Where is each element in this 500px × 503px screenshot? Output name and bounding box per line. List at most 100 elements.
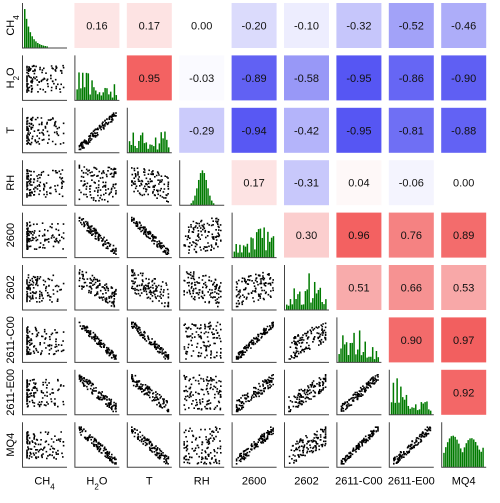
- corr-tile: [388, 3, 434, 48]
- hist-bar: [196, 188, 198, 206]
- hist-bar: [392, 382, 395, 415]
- hist-bar: [167, 147, 170, 153]
- hist-bar: [355, 354, 357, 363]
- scatter-points: [78, 164, 117, 203]
- corr-tile: [441, 369, 487, 415]
- axis-spine: [284, 317, 329, 363]
- axis-spine: [74, 212, 120, 259]
- hist-bar: [478, 449, 481, 468]
- scatter-8-5: [288, 426, 327, 464]
- scatter-8-3: [183, 426, 222, 465]
- hist-bar: [413, 407, 415, 415]
- scatter-6-5: [288, 322, 327, 360]
- x-axis-label: H2O: [86, 476, 107, 492]
- scatter-points: [183, 321, 222, 360]
- hist-bar: [480, 451, 482, 468]
- corr-value: -0.20: [242, 21, 267, 33]
- hist-bar: [37, 42, 39, 48]
- hist-bar: [323, 304, 325, 310]
- scatter-6-3: [183, 321, 222, 360]
- axis-spine: [22, 317, 67, 363]
- hist-bar: [476, 445, 479, 468]
- corr-tile: [179, 107, 225, 153]
- axis-spine: [336, 369, 382, 416]
- axis-spine: [74, 422, 120, 468]
- scatter-6-1: [78, 321, 117, 360]
- scatter-points: [26, 274, 65, 303]
- y-axis-label: 2602: [5, 275, 17, 299]
- scatter-5-1: [78, 269, 117, 308]
- hist-bar: [317, 289, 320, 310]
- hist-bar: [286, 304, 288, 310]
- hist-bar: [164, 131, 166, 153]
- scatter-points: [340, 374, 379, 412]
- axis-spine: [74, 317, 120, 363]
- hist-bar: [81, 72, 84, 101]
- hist-bar: [42, 45, 45, 48]
- hist-bar: [235, 244, 237, 258]
- corr-value: 0.00: [453, 178, 474, 190]
- corr-value: -0.94: [242, 125, 267, 137]
- hist-bar: [467, 440, 469, 468]
- corr-tile: [336, 3, 382, 48]
- hist-bar: [29, 32, 32, 48]
- corr-value: 0.16: [86, 21, 107, 33]
- axis-spine: [231, 369, 277, 416]
- corr-value: -0.03: [189, 73, 214, 85]
- axis-spine: [126, 317, 172, 363]
- hist-bar: [463, 447, 466, 468]
- hist-bar: [160, 132, 162, 153]
- corr-value: -0.88: [451, 125, 476, 137]
- scatter-points: [183, 217, 222, 254]
- axis-spine: [126, 422, 172, 468]
- hist-bar: [299, 291, 301, 310]
- scatter-points: [26, 221, 65, 250]
- corr-value: -0.46: [451, 21, 476, 33]
- axis-spine: [74, 107, 120, 154]
- hist-bar: [233, 251, 236, 258]
- corr-tile: [284, 107, 329, 153]
- corr-value: -0.81: [399, 125, 424, 137]
- corr-tile: [388, 212, 434, 258]
- scatter-7-6: [340, 374, 379, 412]
- hist-bar: [349, 343, 352, 363]
- histogram-3: [190, 170, 215, 206]
- axis-spine: [74, 55, 120, 101]
- corr-tile: [388, 317, 434, 363]
- hist-bar: [474, 441, 477, 468]
- hist-bar: [130, 144, 133, 153]
- hist-bar: [403, 399, 406, 415]
- hist-bar: [265, 250, 267, 258]
- scatter-3-1: [78, 164, 117, 203]
- axis-spine: [74, 160, 120, 206]
- axis-spine: [126, 212, 172, 259]
- hist-bar: [156, 149, 159, 153]
- scatter-7-4: [235, 374, 274, 413]
- hist-bar: [300, 304, 303, 310]
- hist-bar: [325, 299, 327, 310]
- corr-value: -0.10: [294, 21, 319, 33]
- hist-bar: [197, 179, 200, 206]
- corr-tile: [441, 55, 487, 101]
- hist-bar: [93, 87, 95, 101]
- hist-bar: [411, 407, 413, 415]
- x-axis-label: T: [146, 476, 153, 488]
- scatter-4-0: [26, 221, 65, 250]
- hist-bar: [113, 84, 116, 101]
- corr-tile: [441, 317, 487, 363]
- scatter-8-1: [78, 426, 117, 465]
- hist-bar: [139, 135, 142, 153]
- hist-bar: [109, 91, 112, 101]
- corr-tile: [284, 55, 329, 101]
- scatter-points: [78, 321, 117, 360]
- hist-bar: [293, 288, 295, 310]
- hist-bar: [459, 448, 462, 468]
- hist-bar: [102, 92, 104, 101]
- hist-bar: [452, 435, 455, 468]
- hist-bar: [422, 403, 424, 415]
- axis-spine: [179, 265, 225, 311]
- corr-tile: [126, 55, 172, 101]
- scatter-6-0: [26, 326, 65, 356]
- scatter-points: [78, 112, 117, 151]
- hist-bar: [313, 281, 316, 310]
